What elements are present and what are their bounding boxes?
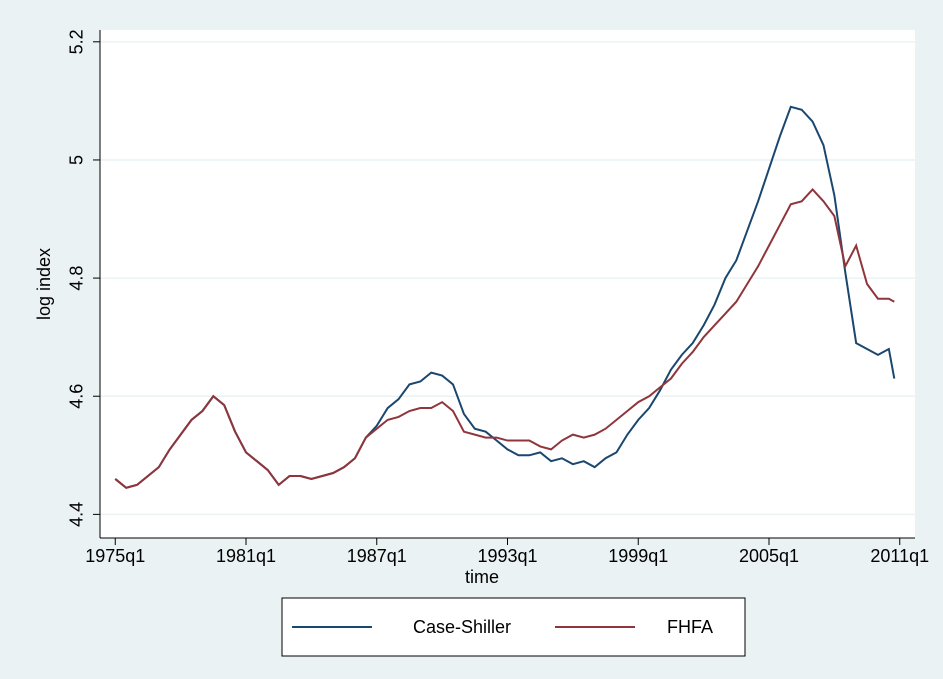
series-line [114, 188, 895, 489]
legend-label: Case-Shiller [413, 617, 511, 637]
x-tick-label: 1975q1 [85, 546, 145, 566]
y-tick-label: 4.4 [67, 502, 87, 527]
y-axis-label: log index [34, 248, 54, 320]
y-tick-label: 5 [67, 155, 87, 165]
x-tick-label: 1987q1 [347, 546, 407, 566]
x-tick-label: 1993q1 [477, 546, 537, 566]
plot-area [100, 30, 915, 538]
y-tick-label: 5.2 [67, 29, 87, 54]
x-tick-label: 1981q1 [216, 546, 276, 566]
y-tick-label: 4.6 [67, 384, 87, 409]
x-tick-label: 1999q1 [608, 546, 668, 566]
x-axis-label: time [465, 567, 499, 587]
y-tick-label: 4.8 [67, 266, 87, 291]
x-tick-label: 2005q1 [739, 546, 799, 566]
legend-label: FHFA [667, 617, 713, 637]
x-tick-label: 2011q1 [870, 546, 929, 566]
